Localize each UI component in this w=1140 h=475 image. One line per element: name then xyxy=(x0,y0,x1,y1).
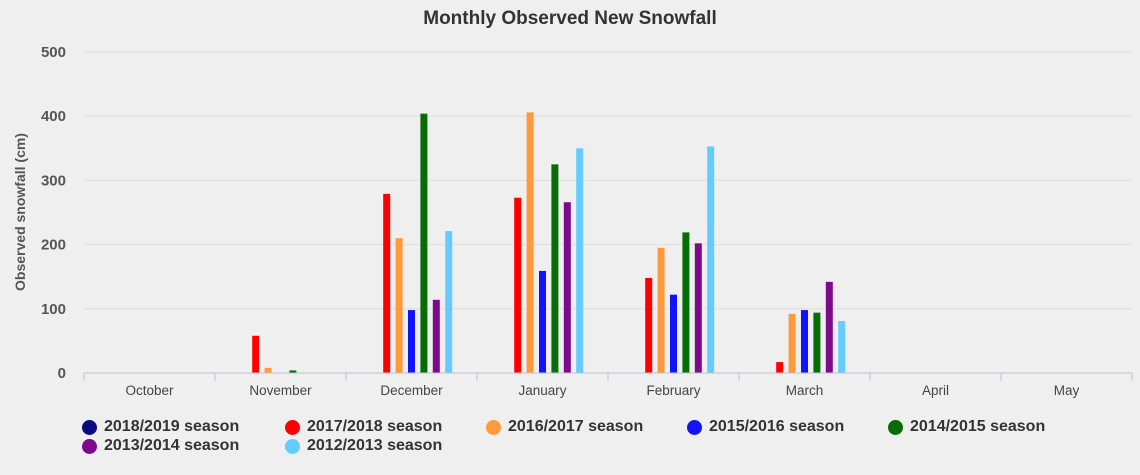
legend-swatch-icon xyxy=(82,438,97,454)
x-tick-label: December xyxy=(380,383,443,398)
bar[interactable] xyxy=(645,277,653,373)
legend-swatch-icon xyxy=(888,419,903,435)
y-axis-ticks: 0 100 200 300 400 500 xyxy=(41,44,66,382)
bar[interactable] xyxy=(694,243,702,373)
bar[interactable] xyxy=(252,335,260,373)
bar[interactable] xyxy=(707,146,715,373)
bar[interactable] xyxy=(526,112,534,374)
legend-swatch-icon xyxy=(82,419,97,435)
legend-item[interactable]: 2016/2017 season xyxy=(486,418,643,436)
bar[interactable] xyxy=(801,310,808,373)
legend-swatch-icon xyxy=(285,419,300,435)
legend-swatch-icon xyxy=(285,438,300,454)
bar[interactable] xyxy=(395,238,403,373)
bar[interactable] xyxy=(383,193,391,373)
legend-label: 2013/2014 season xyxy=(104,437,240,454)
legend-item[interactable]: 2018/2019 season xyxy=(82,418,239,436)
bar[interactable] xyxy=(813,312,821,373)
bar[interactable] xyxy=(289,370,297,373)
legend-row: 2018/2019 season 2017/2018 season 2016/201… xyxy=(82,418,1122,438)
bar[interactable] xyxy=(264,367,272,373)
x-tick-label: February xyxy=(646,383,700,398)
bar[interactable] xyxy=(408,310,415,373)
bar[interactable] xyxy=(539,270,546,373)
y-tick-label: 100 xyxy=(41,301,66,318)
bar[interactable] xyxy=(838,320,846,373)
legend-row: 2013/2014 season 2012/2013 season xyxy=(82,437,1122,457)
gridlines xyxy=(84,51,1132,310)
legend-swatch-icon xyxy=(687,419,702,435)
legend-label: 2012/2013 season xyxy=(307,437,443,454)
bar[interactable] xyxy=(420,113,428,373)
bar[interactable] xyxy=(445,231,453,373)
legend-label: 2014/2015 season xyxy=(910,418,1046,435)
chart-title: Monthly Observed New Snowfall xyxy=(423,8,717,29)
y-tick-label: 400 xyxy=(41,108,66,125)
legend-item[interactable]: 2015/2016 season xyxy=(687,418,844,436)
legend-item[interactable]: 2012/2013 season xyxy=(285,437,442,455)
bar[interactable] xyxy=(682,232,690,373)
y-tick-label: 200 xyxy=(41,237,66,254)
y-tick-label: 0 xyxy=(58,365,66,382)
y-tick-label: 300 xyxy=(41,172,66,189)
x-tick-label: April xyxy=(922,383,949,398)
y-tick-label: 500 xyxy=(41,44,66,61)
bars xyxy=(252,112,846,374)
legend-label: 2018/2019 season xyxy=(104,418,240,435)
legend-label: 2016/2017 season xyxy=(508,418,644,435)
bar[interactable] xyxy=(670,294,677,373)
legend-item[interactable]: 2017/2018 season xyxy=(285,418,442,436)
bar[interactable] xyxy=(432,299,440,373)
x-tick-label: March xyxy=(786,383,824,398)
bar[interactable] xyxy=(576,148,584,373)
x-axis: October November December January February Ma… xyxy=(83,372,1133,398)
bar[interactable] xyxy=(776,362,784,373)
bar[interactable] xyxy=(825,281,833,373)
bar[interactable] xyxy=(788,313,796,373)
x-tick-label: November xyxy=(249,383,312,398)
legend-label: 2015/2016 season xyxy=(709,418,845,435)
legend-item[interactable]: 2013/2014 season xyxy=(82,437,239,455)
bar[interactable] xyxy=(514,197,522,373)
x-tick-label: January xyxy=(518,383,566,398)
bar[interactable] xyxy=(657,247,665,373)
legend-label: 2017/2018 season xyxy=(307,418,443,435)
bar[interactable] xyxy=(563,202,571,373)
y-axis-label: Observed snowfall (cm) xyxy=(12,133,28,291)
legend-item[interactable]: 2014/2015 season xyxy=(888,418,1045,436)
x-tick-label: May xyxy=(1054,383,1080,398)
legend-swatch-icon xyxy=(486,419,501,435)
x-tick-label: October xyxy=(125,383,174,398)
bar[interactable] xyxy=(551,164,559,373)
